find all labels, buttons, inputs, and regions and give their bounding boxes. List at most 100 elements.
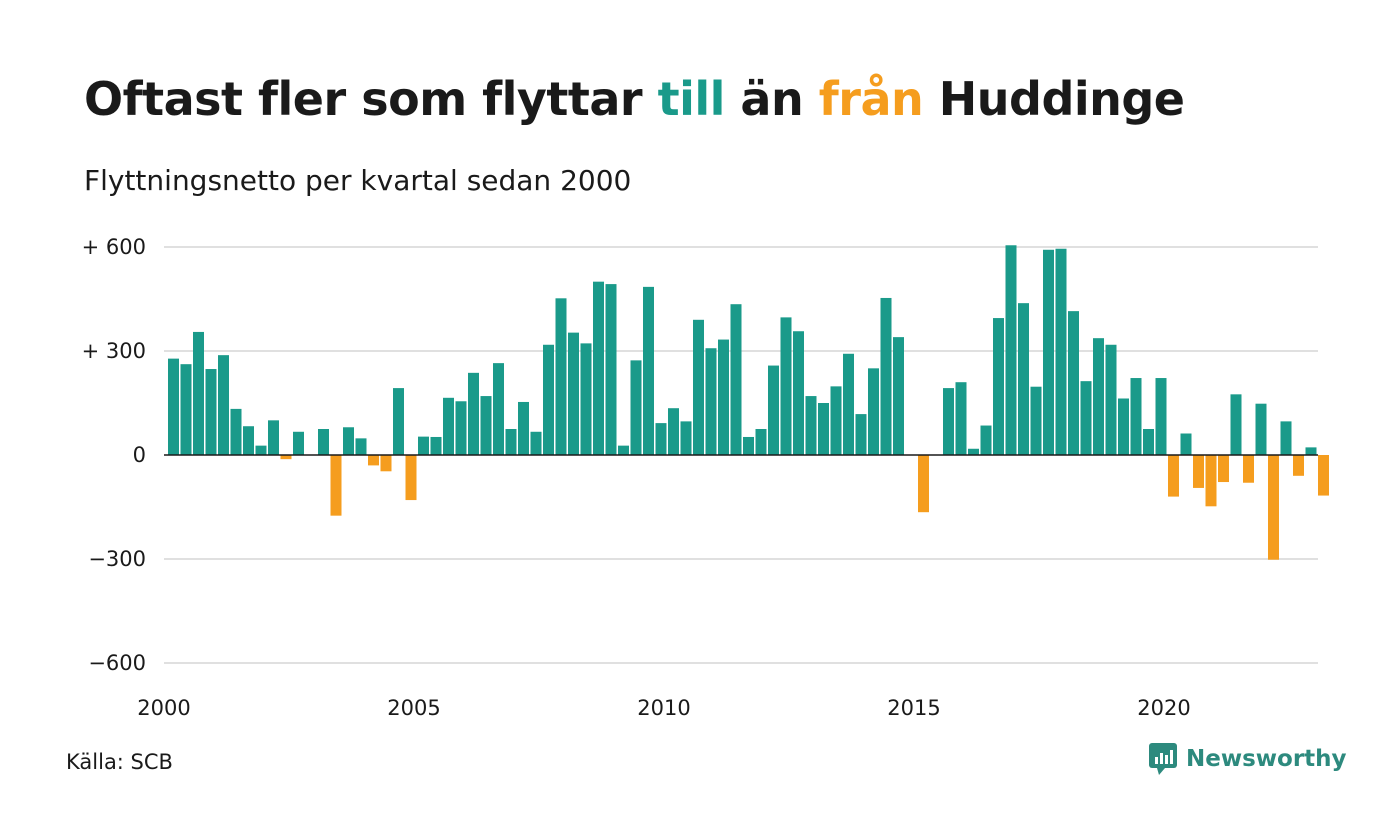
title-word-fran: från — [818, 72, 924, 126]
bar — [730, 304, 742, 455]
bar — [993, 318, 1004, 455]
bar — [193, 331, 204, 455]
bar — [805, 396, 817, 455]
bar — [268, 420, 279, 455]
y-tick-label: + 600 — [82, 235, 146, 259]
bar — [168, 358, 179, 455]
bar — [1055, 248, 1067, 455]
bar — [393, 388, 404, 455]
bar — [1018, 303, 1029, 455]
bar — [755, 429, 767, 455]
x-tick-label: 2015 — [887, 696, 940, 720]
bar — [555, 298, 567, 455]
bar — [680, 421, 692, 455]
bar — [693, 319, 704, 455]
brand-name: Newsworthy — [1186, 746, 1347, 772]
bar — [1193, 455, 1204, 488]
bar — [255, 445, 267, 455]
bar — [218, 355, 229, 455]
bar — [880, 297, 892, 455]
bar — [918, 455, 929, 513]
bar — [493, 363, 504, 455]
bar — [505, 429, 517, 455]
y-tick-label: + 300 — [82, 339, 146, 363]
bar — [405, 455, 417, 501]
bar — [1230, 394, 1242, 455]
bar — [580, 343, 592, 455]
bar — [1118, 398, 1129, 455]
bar — [368, 455, 379, 466]
chart-subtitle: Flyttningsnetto per kvartal sedan 2000 — [84, 164, 632, 197]
bar — [943, 388, 954, 455]
bar — [380, 455, 392, 472]
bar — [330, 455, 342, 516]
bar — [530, 431, 542, 455]
bar — [1268, 455, 1279, 560]
bar — [355, 438, 367, 455]
bar — [1030, 386, 1042, 455]
bar — [318, 429, 329, 455]
x-tick-label: 2020 — [1137, 696, 1190, 720]
bar — [618, 445, 629, 455]
bar — [243, 426, 254, 455]
bar — [780, 317, 792, 455]
y-tick-label: 0 — [133, 443, 146, 467]
x-tick-label: 2005 — [387, 696, 440, 720]
bar — [280, 455, 292, 460]
bar — [418, 436, 429, 455]
bar — [868, 368, 879, 455]
chart-title: Oftast fler som flyttar till än från Hud… — [84, 72, 1185, 126]
x-tick-label: 2000 — [137, 696, 190, 720]
title-part-2: än — [724, 72, 819, 126]
bar — [293, 431, 304, 455]
bar — [968, 448, 979, 455]
title-part-3: Huddinge — [923, 72, 1185, 126]
bar — [743, 436, 754, 455]
bar — [768, 365, 779, 455]
bar — [855, 414, 867, 455]
bar — [1068, 311, 1079, 455]
bar — [1143, 429, 1154, 455]
bar — [593, 281, 604, 455]
bar — [443, 397, 454, 455]
bar — [230, 408, 242, 455]
bar — [180, 364, 192, 455]
bar — [1318, 455, 1329, 496]
bar — [480, 396, 492, 455]
bar — [955, 382, 967, 455]
title-word-till: till — [657, 72, 726, 126]
bar — [1080, 381, 1092, 455]
bar — [1280, 421, 1292, 455]
y-tick-label: −600 — [88, 651, 146, 675]
bar — [1243, 455, 1254, 483]
y-axis-tick-labels: + 600 + 300 0 −300 −600 — [82, 235, 146, 675]
bar — [1293, 455, 1304, 476]
bar — [518, 401, 529, 455]
bar — [568, 332, 579, 455]
newsworthy-logo[interactable]: Newsworthy — [1148, 742, 1347, 776]
bar — [1155, 378, 1167, 455]
bar — [1305, 447, 1317, 455]
bar — [843, 353, 854, 455]
bar — [455, 401, 467, 455]
bar — [543, 344, 554, 455]
bar — [1130, 378, 1142, 455]
bar — [818, 403, 829, 455]
bar — [718, 339, 729, 455]
bar — [1043, 249, 1054, 455]
bar — [605, 284, 617, 455]
x-tick-label: 2010 — [637, 696, 690, 720]
bar — [630, 360, 642, 455]
bar — [1205, 455, 1217, 507]
bar — [1180, 433, 1192, 455]
bar — [1105, 344, 1117, 455]
bars — [168, 245, 1329, 560]
x-axis-tick-labels: 2000 2005 2010 2015 2020 — [137, 696, 1190, 720]
bar — [343, 427, 354, 455]
bar — [1255, 403, 1267, 455]
y-tick-label: −300 — [88, 547, 146, 571]
bar — [1093, 338, 1104, 455]
bar — [1005, 245, 1017, 455]
bar — [793, 331, 804, 455]
